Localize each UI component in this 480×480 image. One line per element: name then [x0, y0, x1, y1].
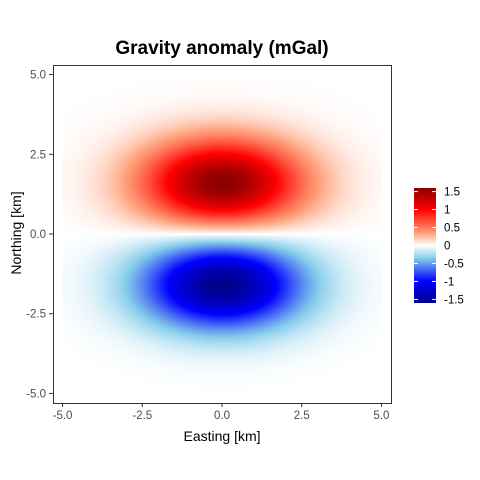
x-axis: -5.0 -2.5 0.0 2.5 5.0 [53, 403, 389, 422]
colorbar-tick-label: 1.5 [444, 187, 460, 199]
x-tick-label: 0.0 [214, 410, 230, 422]
x-axis-label: Easting [km] [183, 428, 260, 444]
y-tick-label: 0.0 [30, 229, 46, 241]
colorbar-tick-label: -1.5 [444, 294, 464, 306]
colorbar-legend: 1.5 1 0.5 0 -0.5 -1 -1.5 [414, 187, 464, 306]
x-tick-label: -2.5 [132, 410, 152, 422]
y-axis: -5.0 -2.5 0.0 2.5 5.0 [26, 70, 53, 400]
x-tick-label: -5.0 [53, 410, 73, 422]
y-axis-label: Northing [km] [8, 191, 24, 274]
colorbar-tick-label: -0.5 [444, 258, 464, 270]
colorbar-tick-label: 0 [444, 241, 450, 253]
y-tick-label: 5.0 [30, 70, 46, 82]
colorbar-ticks: 1.5 1 0.5 0 -0.5 -1 -1.5 [414, 187, 464, 306]
colorbar-gradient [414, 188, 436, 303]
y-tick-label: 2.5 [30, 149, 46, 161]
colorbar-tick-label: 0.5 [444, 223, 460, 235]
colorbar-tick-label: 1 [444, 205, 450, 217]
heatmap-raster [62, 74, 382, 394]
y-tick-label: -5.0 [26, 388, 46, 400]
colorbar-tick-label: -1 [444, 276, 454, 288]
y-tick-label: -2.5 [26, 309, 46, 321]
chart-title: Gravity anomaly (mGal) [115, 38, 328, 59]
x-tick-label: 2.5 [294, 410, 310, 422]
x-tick-label: 5.0 [373, 410, 389, 422]
